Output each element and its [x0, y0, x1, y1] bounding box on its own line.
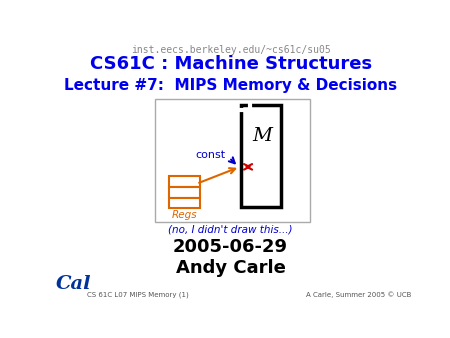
- Text: Cal: Cal: [55, 275, 91, 293]
- Text: CS 61C L07 MIPS Memory (1): CS 61C L07 MIPS Memory (1): [87, 291, 189, 298]
- Bar: [169, 176, 200, 187]
- Text: Lecture #7:  MIPS Memory & Decisions: Lecture #7: MIPS Memory & Decisions: [64, 78, 397, 93]
- Bar: [155, 99, 310, 222]
- Text: CS61C : Machine Structures: CS61C : Machine Structures: [90, 55, 372, 73]
- Text: M: M: [252, 127, 272, 145]
- Text: 2005-06-29: 2005-06-29: [173, 238, 288, 256]
- Bar: [241, 105, 281, 207]
- Text: Andy Carle: Andy Carle: [176, 260, 286, 277]
- Bar: [169, 187, 200, 198]
- Text: A Carle, Summer 2005 © UCB: A Carle, Summer 2005 © UCB: [306, 291, 411, 298]
- Text: const: const: [196, 149, 226, 160]
- Text: (no, I didn't draw this...): (no, I didn't draw this...): [168, 225, 293, 235]
- Text: Regs: Regs: [172, 210, 198, 220]
- Text: inst.eecs.berkeley.edu/~cs61c/su05: inst.eecs.berkeley.edu/~cs61c/su05: [131, 45, 330, 55]
- Bar: [169, 198, 200, 209]
